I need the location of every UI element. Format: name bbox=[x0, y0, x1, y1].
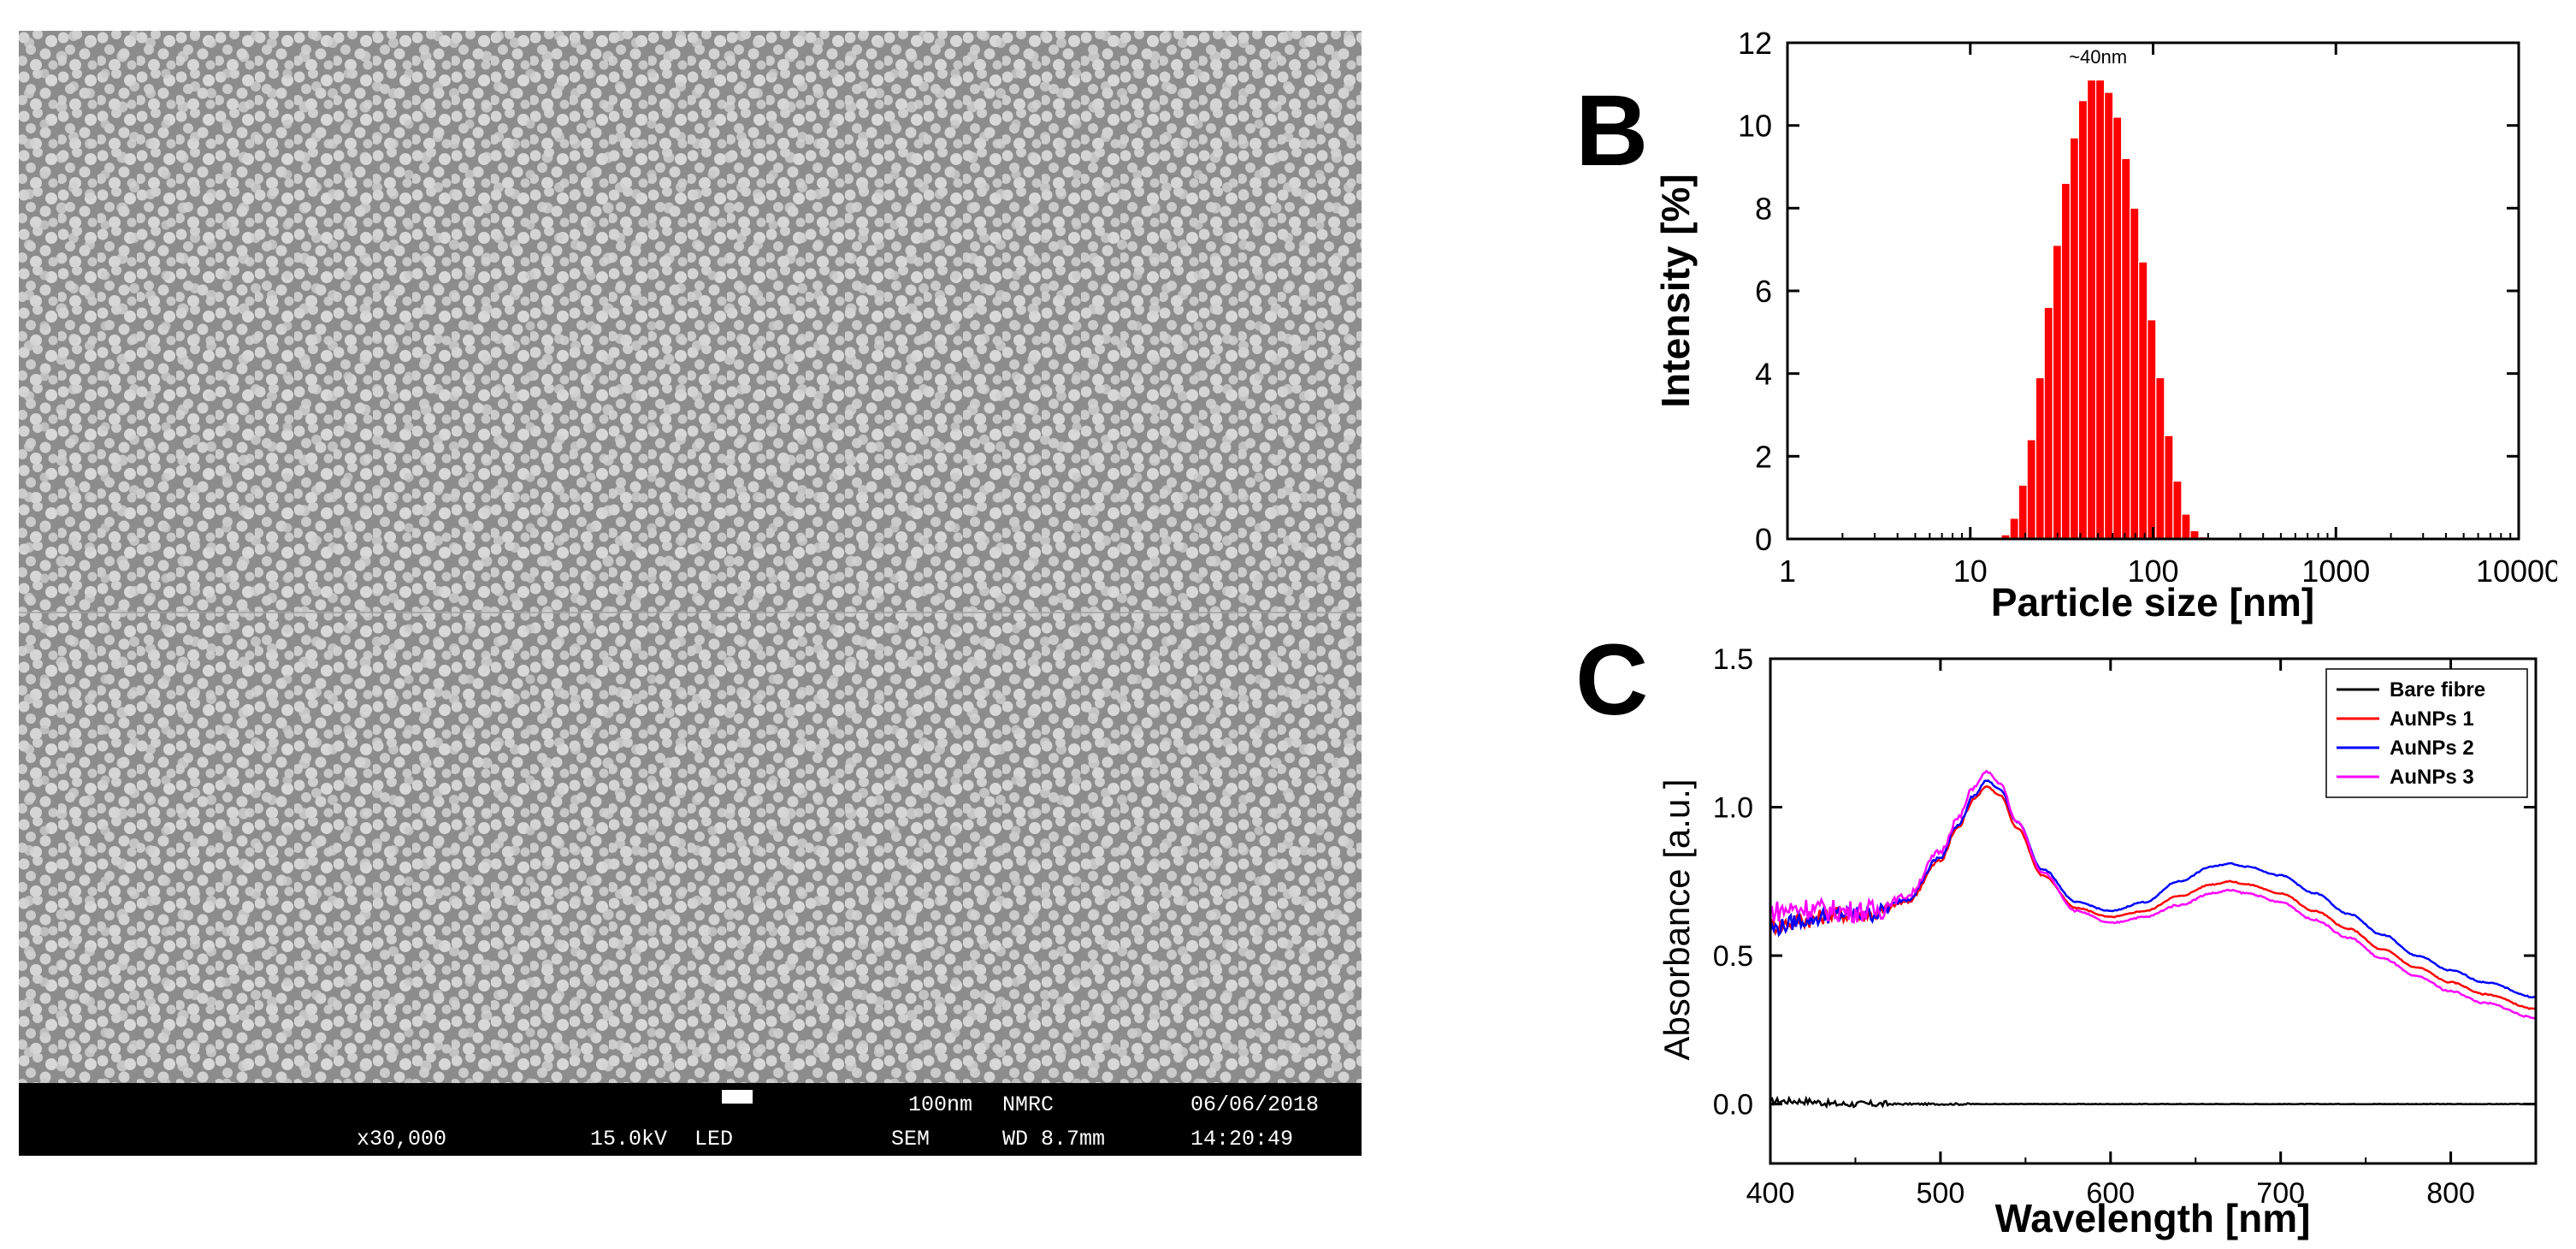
sem-scale-bar bbox=[722, 1090, 753, 1104]
y-tick-label: 6 bbox=[1755, 274, 1772, 309]
histogram-bar bbox=[2026, 439, 2036, 540]
series-line bbox=[1769, 779, 2537, 999]
legend-label: Bare fibre bbox=[2390, 678, 2485, 701]
histogram-bar bbox=[2112, 116, 2123, 540]
x-tick-label: 1 bbox=[1779, 553, 1796, 589]
panel-b-label: B bbox=[1575, 74, 1649, 187]
sem-working-distance: WD 8.7mm bbox=[1002, 1127, 1105, 1151]
histogram-bar bbox=[2121, 157, 2131, 540]
panel-c-label: C bbox=[1575, 624, 1649, 737]
y-axis-label: Absorbance [a.u.] bbox=[1657, 778, 1697, 1060]
legend: Bare fibre AuNPs 1 AuNPs 2 AuNPs 3 bbox=[2325, 668, 2528, 798]
y-tick-label: 0 bbox=[1755, 522, 1772, 557]
chart-absorbance: 400 500 600 700 800 0.0 0.5 1.0 1.5 Bare fibre Au… bbox=[1657, 643, 2538, 1240]
histogram-bar bbox=[2043, 306, 2053, 540]
sem-detector: LED bbox=[694, 1127, 733, 1151]
axes-group: 400 500 600 700 800 0.0 0.5 1.0 1.5 bbox=[1713, 643, 2536, 1210]
x-tick-label: 100 bbox=[2127, 553, 2178, 589]
x-tick-label: 500 bbox=[1917, 1177, 1965, 1210]
annotation-peak: ~40nm bbox=[2069, 46, 2127, 68]
histogram-bar bbox=[2094, 79, 2106, 540]
y-tick-label: 1.0 bbox=[1713, 792, 1753, 825]
x-tick-label: 10000 bbox=[2476, 553, 2557, 589]
histogram-bar bbox=[2155, 376, 2165, 540]
y-tick-label: 0.5 bbox=[1713, 940, 1753, 973]
y-axis-label: Intensity [%] bbox=[1653, 174, 1698, 407]
legend-label: AuNPs 2 bbox=[2390, 737, 2474, 760]
x-tick-label: 400 bbox=[1746, 1177, 1795, 1210]
histogram-bar bbox=[2060, 182, 2071, 540]
y-tick-label: 10 bbox=[1738, 109, 1772, 144]
chart-particle-size: 1 10 100 1000 10000 0 2 4 6 8 10 12 ~40nm Particle … bbox=[1653, 26, 2557, 624]
sem-time: 14:20:49 bbox=[1191, 1127, 1293, 1151]
y-tick-label: 8 bbox=[1755, 191, 1772, 226]
y-tick-label: 12 bbox=[1738, 26, 1772, 61]
histogram-bar bbox=[2104, 92, 2114, 540]
y-tick-label: 2 bbox=[1755, 439, 1772, 474]
sem-mode: SEM bbox=[891, 1127, 930, 1151]
histogram-bar bbox=[2130, 207, 2140, 540]
histogram-bar bbox=[2077, 100, 2089, 540]
x-axis-label: Wavelength [nm] bbox=[1995, 1196, 2311, 1240]
y-tick-label: 1.5 bbox=[1713, 643, 1753, 676]
series-line bbox=[1770, 769, 2537, 1020]
histogram-bar bbox=[2181, 513, 2191, 540]
sem-scale-label: 100nm bbox=[908, 1092, 972, 1117]
histogram-bar bbox=[2069, 137, 2080, 540]
histogram-bar bbox=[2086, 79, 2097, 540]
y-tick-label: 0.0 bbox=[1713, 1089, 1753, 1122]
histogram-bar bbox=[2035, 376, 2046, 540]
histogram-bar bbox=[2147, 319, 2157, 540]
legend-label: AuNPs 3 bbox=[2390, 766, 2474, 789]
sem-voltage: 15.0kV bbox=[590, 1127, 667, 1151]
histogram-bar bbox=[2018, 484, 2028, 540]
lines-group bbox=[1769, 769, 2537, 1110]
sem-date: 06/06/2018 bbox=[1191, 1092, 1319, 1117]
x-axis-label: Particle size [nm] bbox=[1991, 580, 2314, 624]
series-line bbox=[1770, 1095, 2537, 1110]
histogram-bar bbox=[2164, 435, 2174, 540]
histogram-bar bbox=[2009, 518, 2019, 540]
x-tick-label: 700 bbox=[2256, 1177, 2305, 1210]
sem-info-bar bbox=[19, 1083, 1362, 1156]
sem-micrograph: 100nm NMRC 06/06/2018 x30,000 15.0kV LED… bbox=[19, 31, 1362, 1156]
y-tick-label: 4 bbox=[1755, 357, 1772, 392]
x-tick-label: 800 bbox=[2426, 1177, 2475, 1210]
sem-lab: NMRC bbox=[1002, 1092, 1054, 1117]
x-tick-label: 1000 bbox=[2301, 553, 2370, 589]
legend-label: AuNPs 1 bbox=[2390, 707, 2474, 731]
x-tick-label: 600 bbox=[2086, 1177, 2135, 1210]
histogram-bar bbox=[2172, 480, 2183, 540]
histogram-bar bbox=[2138, 261, 2148, 540]
plot-frame bbox=[1769, 657, 2538, 1165]
x-tick-label: 10 bbox=[1953, 553, 1988, 589]
sem-magnification: x30,000 bbox=[357, 1127, 446, 1151]
axes-group: 1 10 100 1000 10000 0 2 4 6 8 10 12 bbox=[1738, 26, 2557, 589]
bars-group bbox=[2000, 79, 2208, 540]
histogram-bar bbox=[2052, 245, 2063, 540]
